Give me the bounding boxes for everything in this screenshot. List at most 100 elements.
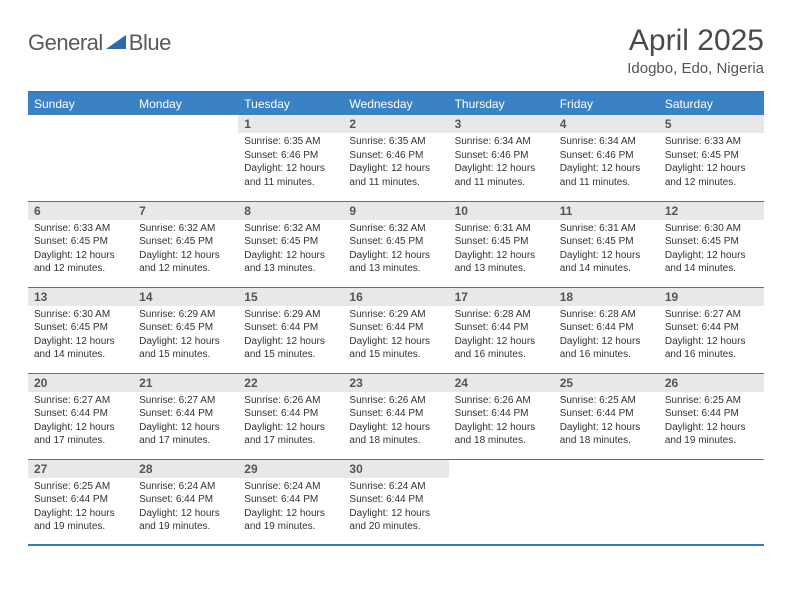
- day-number: 19: [659, 288, 764, 306]
- calendar-table: SundayMondayTuesdayWednesdayThursdayFrid…: [28, 91, 764, 546]
- day-info: Sunrise: 6:29 AMSunset: 6:44 PMDaylight:…: [238, 306, 343, 366]
- day-number: 6: [28, 202, 133, 220]
- calendar-cell: 2Sunrise: 6:35 AMSunset: 6:46 PMDaylight…: [343, 115, 448, 201]
- day-number: 1: [238, 115, 343, 133]
- calendar-row: 6Sunrise: 6:33 AMSunset: 6:45 PMDaylight…: [28, 201, 764, 287]
- brand-triangle-icon: [106, 33, 126, 54]
- calendar-cell: 3Sunrise: 6:34 AMSunset: 6:46 PMDaylight…: [449, 115, 554, 201]
- day-info: Sunrise: 6:32 AMSunset: 6:45 PMDaylight:…: [238, 220, 343, 280]
- day-info: Sunrise: 6:24 AMSunset: 6:44 PMDaylight:…: [238, 478, 343, 538]
- header: General Blue April 2025 Idogbo, Edo, Nig…: [28, 24, 764, 77]
- page-title: April 2025: [627, 24, 764, 58]
- calendar-cell: 16Sunrise: 6:29 AMSunset: 6:44 PMDayligh…: [343, 287, 448, 373]
- calendar-row: 20Sunrise: 6:27 AMSunset: 6:44 PMDayligh…: [28, 373, 764, 459]
- calendar-cell: 5Sunrise: 6:33 AMSunset: 6:45 PMDaylight…: [659, 115, 764, 201]
- calendar-cell: [659, 459, 764, 545]
- calendar-cell: 22Sunrise: 6:26 AMSunset: 6:44 PMDayligh…: [238, 373, 343, 459]
- day-info: Sunrise: 6:24 AMSunset: 6:44 PMDaylight:…: [133, 478, 238, 538]
- calendar-cell: 27Sunrise: 6:25 AMSunset: 6:44 PMDayligh…: [28, 459, 133, 545]
- column-header: Sunday: [28, 92, 133, 115]
- calendar-cell: 17Sunrise: 6:28 AMSunset: 6:44 PMDayligh…: [449, 287, 554, 373]
- day-number: 28: [133, 460, 238, 478]
- day-info: Sunrise: 6:30 AMSunset: 6:45 PMDaylight:…: [28, 306, 133, 366]
- day-info: Sunrise: 6:32 AMSunset: 6:45 PMDaylight:…: [133, 220, 238, 280]
- day-info: Sunrise: 6:26 AMSunset: 6:44 PMDaylight:…: [238, 392, 343, 452]
- calendar-cell: 29Sunrise: 6:24 AMSunset: 6:44 PMDayligh…: [238, 459, 343, 545]
- day-info: Sunrise: 6:33 AMSunset: 6:45 PMDaylight:…: [659, 133, 764, 193]
- day-info: Sunrise: 6:27 AMSunset: 6:44 PMDaylight:…: [659, 306, 764, 366]
- calendar-cell: [28, 115, 133, 201]
- day-number: 26: [659, 374, 764, 392]
- day-number: 15: [238, 288, 343, 306]
- day-number: 16: [343, 288, 448, 306]
- day-number: 23: [343, 374, 448, 392]
- calendar-row: 27Sunrise: 6:25 AMSunset: 6:44 PMDayligh…: [28, 459, 764, 545]
- calendar-cell: 19Sunrise: 6:27 AMSunset: 6:44 PMDayligh…: [659, 287, 764, 373]
- day-info: Sunrise: 6:29 AMSunset: 6:44 PMDaylight:…: [343, 306, 448, 366]
- calendar-cell: [133, 115, 238, 201]
- calendar-cell: 28Sunrise: 6:24 AMSunset: 6:44 PMDayligh…: [133, 459, 238, 545]
- day-number: 22: [238, 374, 343, 392]
- calendar-cell: 4Sunrise: 6:34 AMSunset: 6:46 PMDaylight…: [554, 115, 659, 201]
- calendar-cell: 1Sunrise: 6:35 AMSunset: 6:46 PMDaylight…: [238, 115, 343, 201]
- column-header: Friday: [554, 92, 659, 115]
- calendar-row: 1Sunrise: 6:35 AMSunset: 6:46 PMDaylight…: [28, 115, 764, 201]
- day-info: Sunrise: 6:31 AMSunset: 6:45 PMDaylight:…: [554, 220, 659, 280]
- column-header: Monday: [133, 92, 238, 115]
- calendar-cell: [449, 459, 554, 545]
- day-info: Sunrise: 6:34 AMSunset: 6:46 PMDaylight:…: [449, 133, 554, 193]
- column-header: Saturday: [659, 92, 764, 115]
- calendar-header: SundayMondayTuesdayWednesdayThursdayFrid…: [28, 92, 764, 115]
- calendar-cell: 18Sunrise: 6:28 AMSunset: 6:44 PMDayligh…: [554, 287, 659, 373]
- calendar-cell: 10Sunrise: 6:31 AMSunset: 6:45 PMDayligh…: [449, 201, 554, 287]
- day-info: Sunrise: 6:28 AMSunset: 6:44 PMDaylight:…: [554, 306, 659, 366]
- column-header: Thursday: [449, 92, 554, 115]
- day-info: Sunrise: 6:26 AMSunset: 6:44 PMDaylight:…: [449, 392, 554, 452]
- day-number: 12: [659, 202, 764, 220]
- day-number: 30: [343, 460, 448, 478]
- day-number: 3: [449, 115, 554, 133]
- brand-logo: General Blue: [28, 30, 171, 56]
- day-number: 27: [28, 460, 133, 478]
- day-number: 29: [238, 460, 343, 478]
- calendar-cell: 23Sunrise: 6:26 AMSunset: 6:44 PMDayligh…: [343, 373, 448, 459]
- day-info: Sunrise: 6:25 AMSunset: 6:44 PMDaylight:…: [28, 478, 133, 538]
- calendar-row: 13Sunrise: 6:30 AMSunset: 6:45 PMDayligh…: [28, 287, 764, 373]
- day-number: 2: [343, 115, 448, 133]
- calendar-cell: 24Sunrise: 6:26 AMSunset: 6:44 PMDayligh…: [449, 373, 554, 459]
- day-number: 5: [659, 115, 764, 133]
- day-number: 13: [28, 288, 133, 306]
- day-info: Sunrise: 6:28 AMSunset: 6:44 PMDaylight:…: [449, 306, 554, 366]
- day-number: 24: [449, 374, 554, 392]
- calendar-cell: 25Sunrise: 6:25 AMSunset: 6:44 PMDayligh…: [554, 373, 659, 459]
- calendar-cell: 7Sunrise: 6:32 AMSunset: 6:45 PMDaylight…: [133, 201, 238, 287]
- day-info: Sunrise: 6:27 AMSunset: 6:44 PMDaylight:…: [28, 392, 133, 452]
- location: Idogbo, Edo, Nigeria: [627, 60, 764, 77]
- day-number: 25: [554, 374, 659, 392]
- calendar-cell: 20Sunrise: 6:27 AMSunset: 6:44 PMDayligh…: [28, 373, 133, 459]
- day-info: Sunrise: 6:32 AMSunset: 6:45 PMDaylight:…: [343, 220, 448, 280]
- day-info: Sunrise: 6:35 AMSunset: 6:46 PMDaylight:…: [238, 133, 343, 193]
- calendar-cell: 8Sunrise: 6:32 AMSunset: 6:45 PMDaylight…: [238, 201, 343, 287]
- day-number: 18: [554, 288, 659, 306]
- brand-part2: Blue: [129, 30, 171, 56]
- calendar-cell: 14Sunrise: 6:29 AMSunset: 6:45 PMDayligh…: [133, 287, 238, 373]
- day-info: Sunrise: 6:24 AMSunset: 6:44 PMDaylight:…: [343, 478, 448, 538]
- calendar-cell: [554, 459, 659, 545]
- calendar-cell: 6Sunrise: 6:33 AMSunset: 6:45 PMDaylight…: [28, 201, 133, 287]
- day-info: Sunrise: 6:27 AMSunset: 6:44 PMDaylight:…: [133, 392, 238, 452]
- page: General Blue April 2025 Idogbo, Edo, Nig…: [0, 0, 792, 570]
- calendar-cell: 9Sunrise: 6:32 AMSunset: 6:45 PMDaylight…: [343, 201, 448, 287]
- day-info: Sunrise: 6:33 AMSunset: 6:45 PMDaylight:…: [28, 220, 133, 280]
- brand-part1: General: [28, 30, 103, 56]
- day-info: Sunrise: 6:26 AMSunset: 6:44 PMDaylight:…: [343, 392, 448, 452]
- day-number: 20: [28, 374, 133, 392]
- calendar-cell: 26Sunrise: 6:25 AMSunset: 6:44 PMDayligh…: [659, 373, 764, 459]
- day-number: 21: [133, 374, 238, 392]
- day-number: 17: [449, 288, 554, 306]
- calendar-cell: 30Sunrise: 6:24 AMSunset: 6:44 PMDayligh…: [343, 459, 448, 545]
- day-number: 10: [449, 202, 554, 220]
- day-info: Sunrise: 6:25 AMSunset: 6:44 PMDaylight:…: [659, 392, 764, 452]
- day-number: 8: [238, 202, 343, 220]
- calendar-cell: 21Sunrise: 6:27 AMSunset: 6:44 PMDayligh…: [133, 373, 238, 459]
